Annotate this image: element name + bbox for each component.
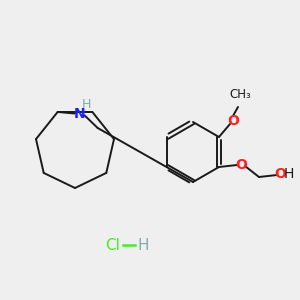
Text: N: N xyxy=(74,107,85,121)
Text: O: O xyxy=(235,158,247,172)
Text: H: H xyxy=(284,167,294,181)
Text: O: O xyxy=(274,167,286,181)
Text: Cl: Cl xyxy=(106,238,120,253)
Text: H: H xyxy=(82,98,91,112)
Text: O: O xyxy=(227,114,239,128)
Text: H: H xyxy=(137,238,149,253)
Text: CH₃: CH₃ xyxy=(229,88,251,101)
